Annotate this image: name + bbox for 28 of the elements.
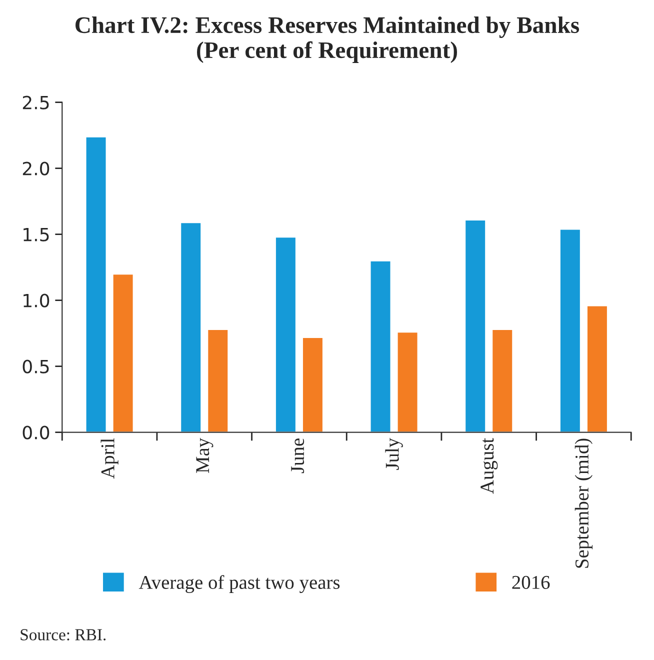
x-tick-label: June xyxy=(291,438,304,474)
y-tick-label: 1.5 xyxy=(24,228,49,242)
y-tick-label: 0.0 xyxy=(22,426,50,440)
bar xyxy=(559,228,582,432)
legend-label: 2016 xyxy=(512,576,550,589)
x-tick-label: May xyxy=(196,438,214,473)
bar xyxy=(464,219,486,432)
bar xyxy=(206,328,230,432)
x-tick-label: August xyxy=(480,438,498,494)
bar xyxy=(491,328,514,432)
bar xyxy=(586,304,608,432)
chart-title: Chart IV.2: Excess Reserves Maintained by Banks (Per cent of Requirement) xyxy=(76,16,580,63)
x-tick-label: July xyxy=(385,438,403,470)
bar xyxy=(396,331,419,432)
bar xyxy=(274,236,297,432)
bar xyxy=(84,136,108,432)
bar xyxy=(302,336,324,432)
y-tick-label: 2.0 xyxy=(22,162,50,176)
x-tick-label: April xyxy=(100,438,118,479)
bar xyxy=(180,222,202,432)
x-tick-label: September (mid) xyxy=(574,438,593,568)
bar xyxy=(369,260,392,432)
y-tick-label: 0.5 xyxy=(22,360,49,374)
y-tick-label: 1.0 xyxy=(24,294,50,308)
legend-label: Average of past two years xyxy=(138,575,340,593)
source-note: Source: RBI. xyxy=(20,629,106,640)
bar xyxy=(112,273,134,432)
y-tick-label: 2.5 xyxy=(22,96,49,110)
